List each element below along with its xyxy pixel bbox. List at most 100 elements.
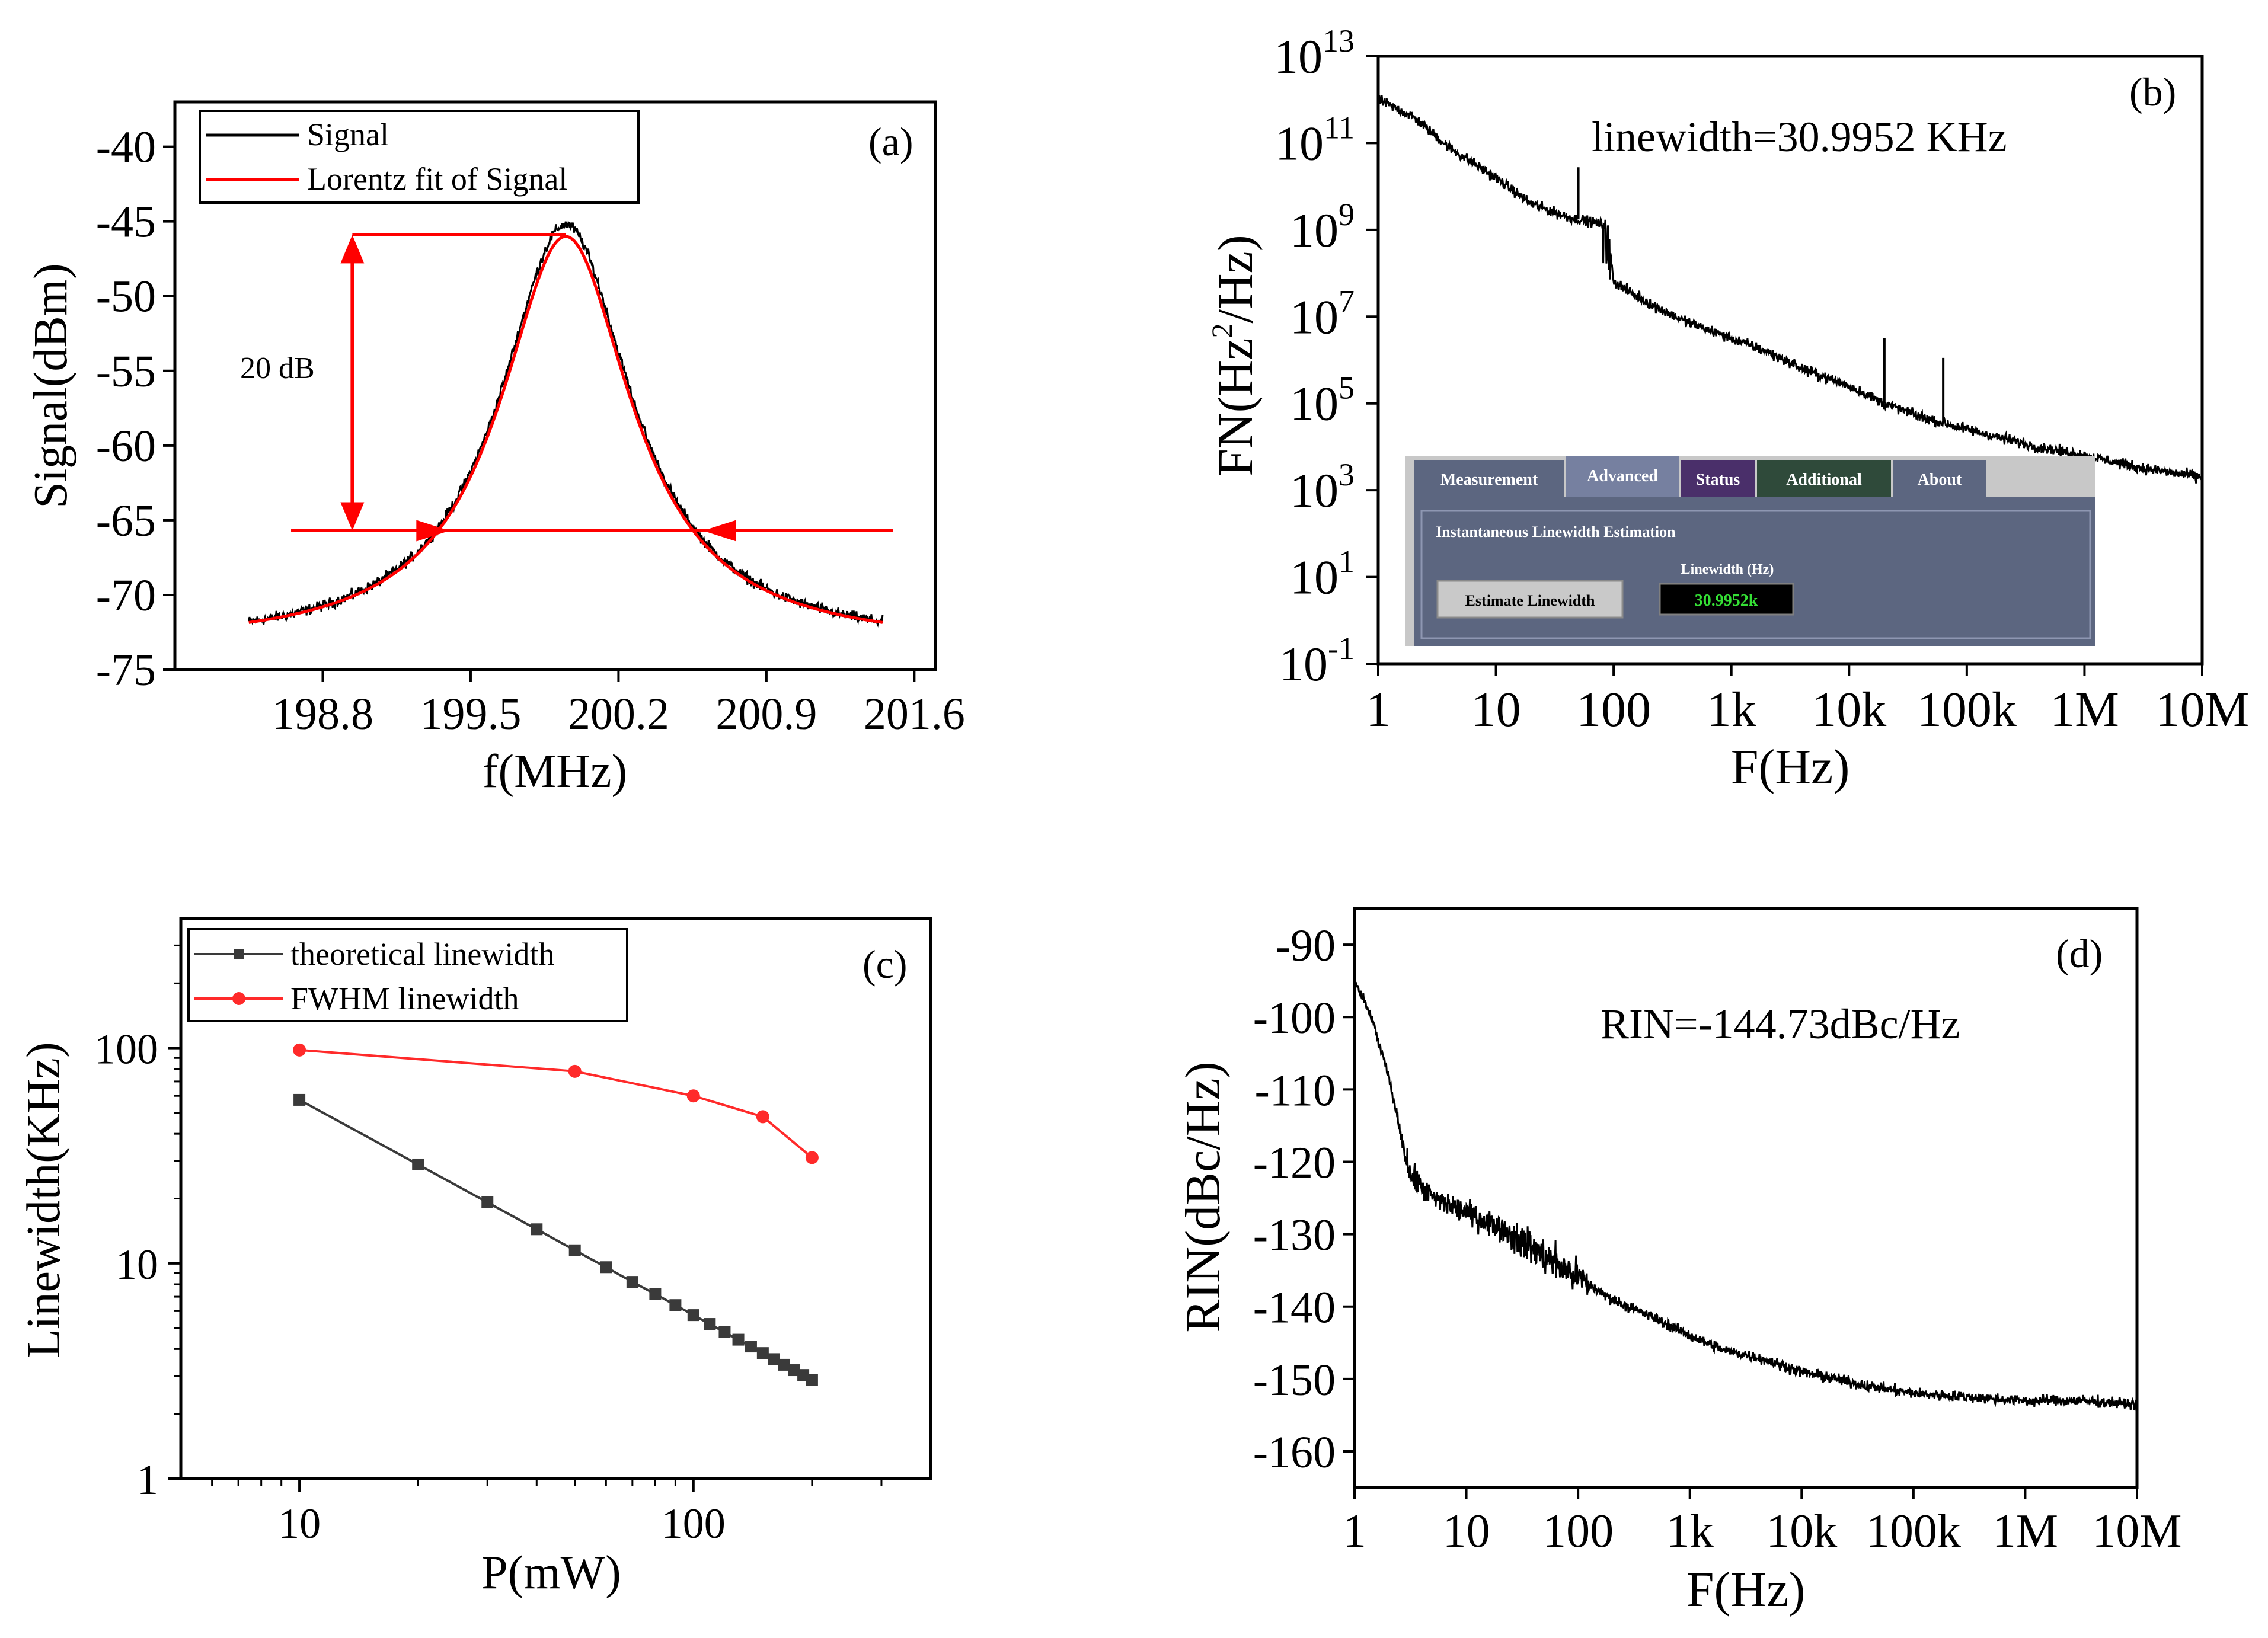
panel-c-xlabel: P(mW) [481,1547,621,1599]
panel-b-xtick-label: 10k [1812,682,1886,737]
panel-a-data [248,220,893,628]
tab-advanced[interactable]: Advanced [1566,456,1679,497]
panel-d-ytick-label: -120 [1253,1138,1336,1188]
panel-c-ytick-label: 1 [137,1456,158,1503]
panel-b-ytick-label: 105 [1290,370,1355,431]
ui-panel-frame [1420,510,2091,639]
annotation-arrow-head-up [340,235,365,264]
estimate-linewidth-button[interactable]: Estimate Linewidth [1436,580,1624,619]
panel-b-xtick-label: 10 [1471,682,1521,737]
panel-b-frame [1376,55,2204,666]
panel-c-xtick-label: 100 [662,1500,726,1547]
panel-d-ylabel: RIN(dBc/Hz) [1175,1061,1231,1332]
panel-d-xtick-label: 100k [1866,1505,1961,1557]
panel-a-xtick-label: 200.9 [715,689,817,739]
panel-b-ylabel: FN(Hz2/Hz) [1205,235,1263,476]
panel-a-xtick-label: 201.6 [864,689,965,739]
panel-d-xtick-label: 1 [1343,1505,1366,1557]
series-fwhm-point [293,1043,306,1057]
panel-a-ytick-label: -45 [96,197,156,247]
panel-a-xtick-label: 200.2 [568,689,669,739]
panel-b-xtick-label: 1M [2050,682,2119,737]
svg-text:30.9952k: 30.9952k [1695,591,1758,610]
ui-panel-body [1414,497,2095,646]
panel-d-ytick-label: -130 [1253,1211,1336,1261]
panel-a-ytick-label: -60 [96,421,156,471]
panel-b-xtick-label: 100k [1917,682,2017,737]
series-signal-line [248,220,884,628]
panel-c: 10 100 1 10 100 P(mW) Linewidth(KHz) (c) the… [18,917,932,1599]
panel-b-ytick-label: 103 [1290,457,1355,517]
annotation-arrow-head-left [702,520,736,542]
panel-c-label: (c) [863,942,907,987]
panel-d-frame [1353,907,2139,1489]
svg-text:Measurement: Measurement [1440,471,1538,489]
panel-d-label: (d) [2056,931,2103,976]
panel-d-ytick-label: -140 [1253,1283,1336,1333]
legend-theoretical-marker [234,949,244,959]
legend-fit-label: Lorentz fit of Signal [307,161,567,197]
panel-c-data [293,1043,819,1386]
series-theoretical-point [756,1347,769,1359]
panel-a-ytick-label: -40 [96,123,156,172]
panel-b-xtick-label: 10M [2155,682,2250,737]
series-theoretical-point [626,1276,638,1288]
series-theoretical-point [600,1261,612,1274]
ui-field-label: Linewidth (Hz) [1681,562,1774,577]
tab-additional[interactable]: Additional [1757,460,1891,497]
svg-text:Additional: Additional [1786,471,1862,489]
linewidth-ui-inset: Measurement Advanced Status Additional A… [1405,456,2095,646]
series-theoretical-point [568,1244,581,1256]
panel-c-xtick-label: 10 [278,1500,321,1547]
panel-d-ytick-label: -160 [1253,1428,1336,1477]
panel-a-ytick-label: -55 [96,347,156,396]
panel-c-ticks: 10 100 1 10 100 [94,944,883,1547]
series-theoretical-point [806,1374,818,1386]
panel-c-ylabel: Linewidth(KHz) [18,1042,70,1358]
series-theoretical-point [669,1299,682,1311]
series-theoretical-point [745,1341,757,1353]
panel-b-ticks: 1 10 100 1k 10k 100k 1M 10M 10-1 101 103 105 107 109 1… [1274,23,2249,737]
series-theoretical-point [778,1358,790,1371]
panel-a-frame [173,100,937,671]
panel-c-ytick-label: 100 [94,1026,158,1073]
annotation-arrow-head-right [416,520,450,542]
series-fwhm-point [805,1151,819,1164]
panel-b-annotation: linewidth=30.9952 KHz [1592,113,2007,161]
series-theoretical-point [687,1309,699,1322]
panel-b-label: (b) [2129,69,2176,114]
legend-fwhm-marker [232,992,245,1005]
tab-measurement[interactable]: Measurement [1414,460,1564,497]
ui-inset-panel: Instantaneous Linewidth Estimation Linew… [1414,497,2095,646]
tab-status[interactable]: Status [1681,460,1755,497]
panel-d-xtick-label: 1k [1666,1505,1714,1557]
panel-a: 198.8 199.5 200.2 200.9 201.6 -75 -70 -65 -60 -55… [25,100,965,798]
svg-text:Advanced: Advanced [1587,467,1658,485]
panel-b-ytick-label: 109 [1290,197,1355,257]
series-theoretical-point [481,1196,494,1208]
series-fwhm-point [568,1064,582,1078]
panel-d-data [1353,981,2138,1411]
series-theoretical-point [704,1318,716,1330]
panel-a-legend: Signal Lorentz fit of Signal [199,110,640,204]
panel-a-ylabel: Signal(dBm) [25,263,77,508]
panel-b-ytick-label: 10-1 [1279,631,1355,691]
series-theoretical-point [768,1353,780,1365]
ui-section-title: Instantaneous Linewidth Estimation [1436,523,1676,540]
panel-b-ytick-label: 107 [1290,283,1355,344]
linewidth-value-display: 30.9952k [1659,583,1794,616]
series-fwhm-point [686,1089,700,1103]
panel-a-xtick-label: 198.8 [272,689,373,739]
panel-a-ytick-label: -75 [96,645,156,695]
panel-a-ytick-label: -65 [96,496,156,546]
svg-text:Estimate Linewidth: Estimate Linewidth [1465,592,1595,609]
svg-text:Status: Status [1696,471,1740,489]
legend-fwhm-label: FWHM linewidth [290,981,519,1016]
panel-d-xtick-label: 10k [1766,1505,1837,1557]
tab-about[interactable]: About [1893,460,1986,497]
panel-c-ytick-label: 10 [116,1241,158,1288]
panel-b-data [1377,95,2203,484]
series-rin-line [1353,981,2138,1411]
panel-b-ytick-label: 1013 [1274,23,1355,84]
series-theoretical-point [788,1364,800,1377]
